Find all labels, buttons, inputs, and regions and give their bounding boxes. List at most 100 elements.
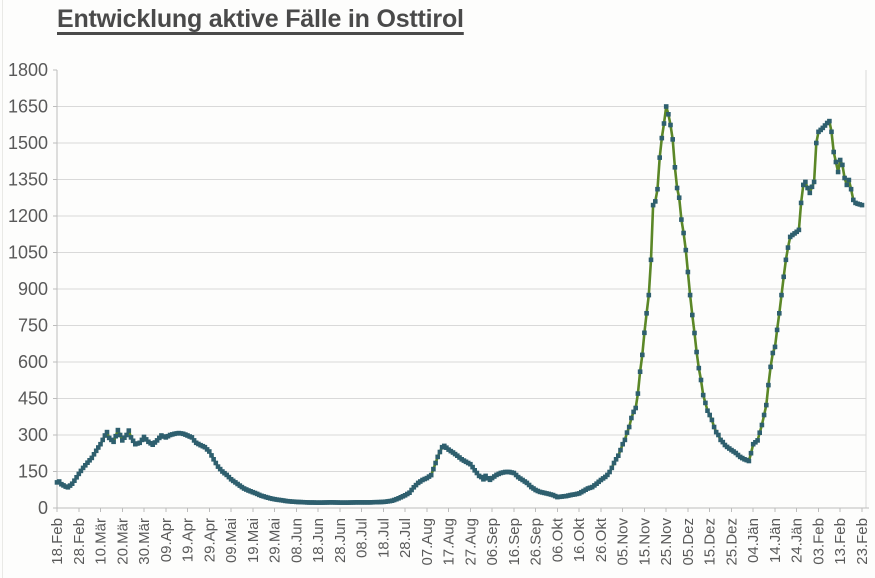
data-point-marker xyxy=(687,292,693,298)
y-tick-label: 300 xyxy=(18,425,48,445)
x-tick-label: 26.Sep xyxy=(528,518,545,566)
data-point-marker xyxy=(130,438,136,444)
data-point-marker xyxy=(91,452,97,457)
data-point-marker xyxy=(842,175,847,181)
data-point-marker xyxy=(748,450,754,456)
data-point-marker xyxy=(122,435,127,440)
data-point-marker xyxy=(659,135,665,141)
data-point-marker xyxy=(676,195,682,200)
x-tick-label: 25.Dez xyxy=(723,518,740,566)
data-point-marker xyxy=(657,155,662,160)
x-tick-label: 08.Jun xyxy=(288,518,305,563)
sheet-edge-line xyxy=(2,0,3,578)
x-tick-label: 23.Feb xyxy=(854,518,871,565)
data-point-marker xyxy=(646,292,652,298)
data-point-marker xyxy=(468,461,473,467)
data-point-marker xyxy=(796,227,802,233)
y-tick-label: 150 xyxy=(18,462,48,482)
data-point-marker xyxy=(650,202,656,208)
data-point-marker xyxy=(139,437,145,443)
x-tick-label: 28.Jun xyxy=(332,518,349,563)
data-point-marker xyxy=(215,464,221,469)
data-point-marker xyxy=(772,344,778,350)
data-point-marker xyxy=(716,432,721,438)
x-tick-label: 29.Apr xyxy=(201,518,218,562)
data-point-marker xyxy=(746,458,752,464)
data-point-marker xyxy=(609,465,615,471)
x-tick-label: 15.Dez xyxy=(702,518,719,566)
data-point-marker xyxy=(607,469,612,475)
data-point-marker xyxy=(690,312,695,318)
data-point-marker xyxy=(709,417,715,423)
data-point-marker xyxy=(770,350,776,356)
data-point-marker xyxy=(622,437,628,443)
x-tick-label: 05.Dez xyxy=(680,518,697,566)
data-point-marker xyxy=(809,184,815,190)
data-point-marker xyxy=(211,457,216,462)
data-point-marker xyxy=(755,438,760,443)
data-point-marker xyxy=(859,202,865,208)
data-point-marker xyxy=(698,377,704,383)
x-tick-label: 06.Sep xyxy=(484,518,501,566)
data-point-marker xyxy=(470,464,475,470)
data-point-marker xyxy=(798,200,804,206)
data-point-marker xyxy=(137,440,142,446)
y-tick-label: 600 xyxy=(18,352,48,372)
y-tick-label: 900 xyxy=(18,279,48,299)
data-point-marker xyxy=(89,455,95,461)
data-point-marker xyxy=(143,437,149,442)
data-point-marker xyxy=(803,179,808,185)
data-point-marker xyxy=(605,472,610,478)
data-point-marker xyxy=(437,449,443,455)
data-point-marker xyxy=(93,448,99,454)
data-point-marker xyxy=(191,438,197,443)
data-point-marker xyxy=(648,257,654,263)
data-point-marker xyxy=(613,457,619,462)
data-point-marker xyxy=(681,230,686,236)
x-tick-label: 15.Nov xyxy=(636,518,653,566)
data-point-marker xyxy=(141,434,147,440)
data-point-marker xyxy=(683,247,689,253)
data-point-marker xyxy=(844,182,850,188)
data-point-marker xyxy=(407,490,412,495)
data-point-marker xyxy=(672,165,678,170)
y-tick-label: 1800 xyxy=(8,60,48,80)
data-point-marker xyxy=(829,129,834,135)
data-point-marker xyxy=(707,412,712,418)
data-point-marker xyxy=(69,481,75,486)
data-point-marker xyxy=(831,149,836,155)
data-point-marker xyxy=(640,352,645,358)
data-point-marker xyxy=(846,177,852,183)
data-point-marker xyxy=(764,402,769,408)
data-point-marker xyxy=(851,197,856,203)
data-point-marker xyxy=(474,470,480,476)
data-point-marker xyxy=(655,186,660,192)
data-point-marker xyxy=(78,468,84,474)
data-point-marker xyxy=(409,487,414,493)
data-point-marker xyxy=(124,432,129,438)
data-point-marker xyxy=(668,122,673,128)
y-tick-label: 750 xyxy=(18,316,48,336)
data-point-marker xyxy=(833,159,839,165)
data-point-marker xyxy=(801,182,806,188)
data-point-marker xyxy=(120,438,125,443)
data-point-marker xyxy=(705,408,710,413)
data-point-marker xyxy=(435,454,440,460)
x-tick-label: 08.Jul xyxy=(354,518,371,558)
series-line xyxy=(56,105,863,504)
chart-title: Entwicklung aktive Fälle in Osttirol xyxy=(57,5,464,33)
data-point-marker xyxy=(807,190,813,196)
data-point-marker xyxy=(104,429,110,435)
data-point-marker xyxy=(87,458,92,463)
data-point-marker xyxy=(768,364,773,370)
data-point-marker xyxy=(848,186,854,192)
x-tick-label: 18.Feb xyxy=(49,518,66,565)
data-point-marker xyxy=(635,391,641,396)
data-point-marker xyxy=(713,429,719,435)
data-point-marker xyxy=(472,468,477,473)
data-point-marker xyxy=(633,405,638,411)
data-point-marker xyxy=(56,479,62,484)
